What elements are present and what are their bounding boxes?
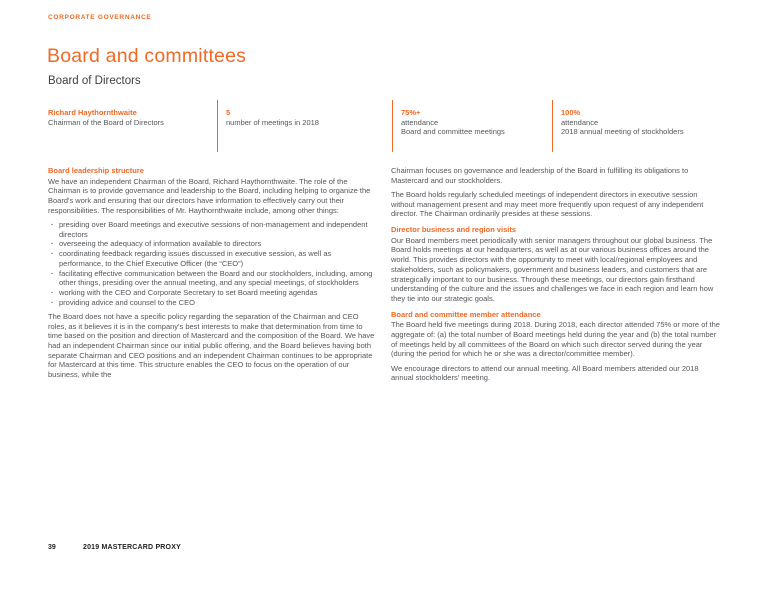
list-item: coordinating feedback regarding issues d…: [48, 249, 377, 268]
right-column: Chairman focuses on governance and leade…: [391, 166, 720, 388]
page-title: Board and committees: [47, 45, 247, 67]
list-item: facilitating effective communication bet…: [48, 269, 377, 288]
stat-chairman: Richard Haythornthwaite Chairman of the …: [48, 100, 217, 152]
chairman-responsibilities-list: presiding over Board meetings and execut…: [48, 220, 377, 307]
left-paragraph-2: The Board does not have a specific polic…: [48, 311, 375, 380]
page-footer: 39 2019 MASTERCARD PROXY: [48, 544, 181, 551]
stat-attendance-annual: 100% attendance 2018 annual meeting of s…: [552, 100, 720, 152]
body-columns: Board leadership structure We have an in…: [48, 166, 720, 388]
stat-attendance-annual-value: 100%: [561, 108, 581, 117]
stat-attendance-annual-label2: 2018 annual meeting of stockholders: [561, 127, 684, 136]
stat-meetings-label: number of meetings in 2018: [226, 117, 319, 127]
stat-attendance-board-label2: Board and committee meetings: [401, 127, 505, 136]
right-paragraph-3: Our Board members meet periodically with…: [391, 235, 714, 303]
right-paragraph-4: The Board held five meetings during 2018…: [391, 320, 720, 359]
page-subtitle: Board of Directors: [48, 75, 141, 87]
footer-label: 2019 MASTERCARD PROXY: [83, 544, 181, 551]
left-column: Board leadership structure We have an in…: [48, 166, 377, 388]
page-number: 39: [48, 544, 56, 551]
stat-attendance-board-value: 75%+: [401, 108, 421, 117]
right-paragraph-5: We encourage directors to attend our ann…: [391, 363, 699, 383]
stat-chairman-role: Chairman of the Board of Directors: [48, 117, 164, 127]
list-item: overseeing the adequacy of information a…: [48, 239, 377, 249]
list-item: working with the CEO and Corporate Secre…: [48, 288, 377, 298]
stat-attendance-board: 75%+ attendance Board and committee meet…: [392, 100, 552, 152]
stat-attendance-board-label1: attendance: [401, 117, 439, 127]
right-paragraph-1: Chairman focuses on governance and leade…: [391, 166, 689, 185]
left-paragraph-1: We have an independent Chairman of the B…: [48, 176, 371, 215]
heading-member-attendance: Board and committee member attendance: [391, 309, 541, 319]
board-stats-band: Richard Haythornthwaite Chairman of the …: [48, 100, 720, 152]
right-paragraph-2: The Board holds regularly scheduled meet…: [391, 189, 704, 219]
section-eyebrow: CORPORATE GOVERNANCE: [48, 14, 152, 21]
list-item: presiding over Board meetings and execut…: [48, 220, 377, 239]
stat-chairman-name: Richard Haythornthwaite: [48, 108, 137, 117]
list-item: providing advice and counsel to the CEO: [48, 298, 377, 308]
stat-attendance-annual-label1: attendance: [561, 117, 599, 127]
heading-board-leadership: Board leadership structure: [48, 166, 144, 175]
heading-region-visits: Director business and region visits: [391, 225, 517, 235]
stat-meetings: 5 number of meetings in 2018: [217, 100, 392, 152]
stat-meetings-value: 5: [226, 108, 231, 117]
